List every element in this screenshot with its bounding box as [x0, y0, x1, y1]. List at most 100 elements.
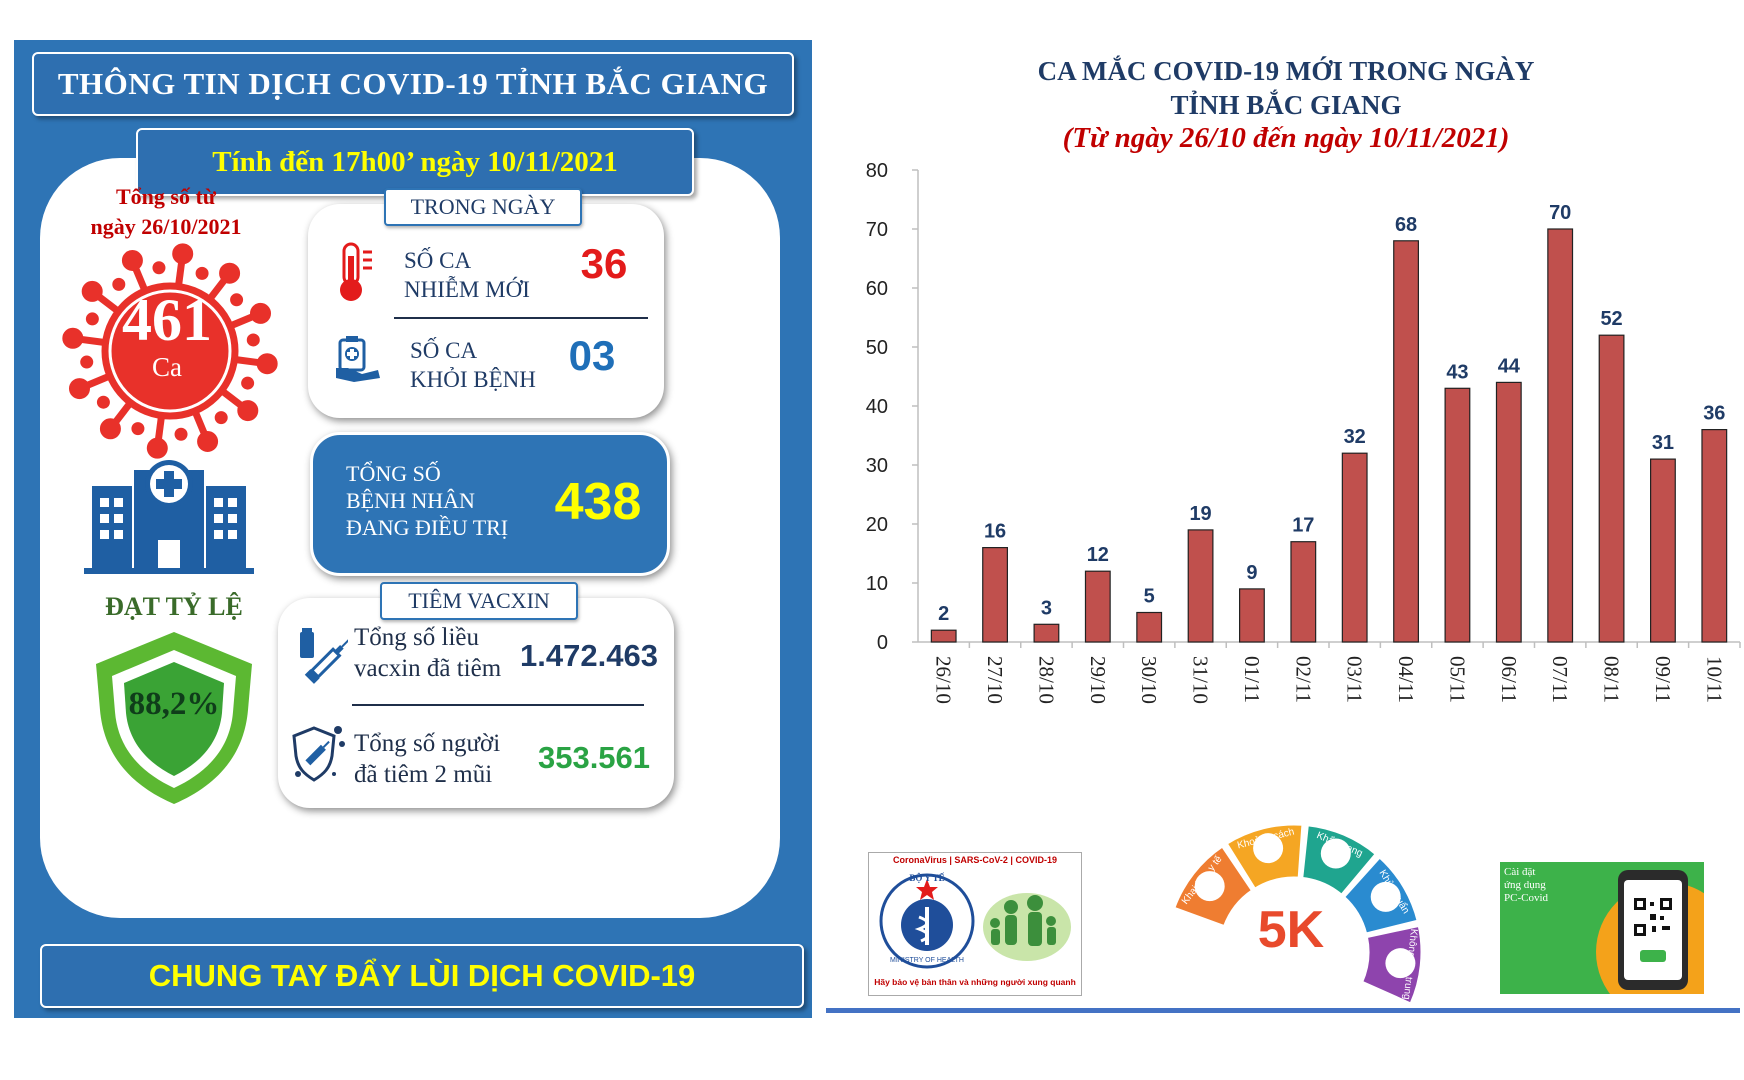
chart-title-line2: TỈNH BẮC GIANG — [1170, 90, 1402, 120]
total-cases-value: 461 — [122, 287, 212, 353]
people-label-line1: Tổng số người — [354, 730, 501, 757]
virus-dot — [80, 355, 94, 369]
data-label: 68 — [1395, 214, 1417, 236]
moh-poster: CoronaVirus | SARS-CoV-2 | COVID-19 BỘ Y… — [868, 852, 1082, 996]
data-label: 70 — [1549, 202, 1571, 224]
total-cases-unit: Ca — [152, 352, 182, 382]
today-card — [308, 204, 664, 418]
bar — [1701, 429, 1728, 643]
moh-caption: Hãy bảo vệ bản thân và những người xung … — [874, 977, 1076, 987]
pc-covid-line3: PC-Covid — [1504, 892, 1549, 904]
vaccine-shield-icon — [292, 726, 345, 782]
pc-covid-poster: Cài đặt ứng dụng PC-Covid — [1500, 862, 1704, 994]
panel-title: THÔNG TIN DỊCH COVID-19 TỈNH BẮC GIANG — [32, 52, 794, 116]
bar — [1084, 570, 1111, 643]
fivek-icon — [1253, 833, 1284, 864]
moh-header: CoronaVirus | SARS-CoV-2 | COVID-19 — [893, 855, 1057, 865]
x-tick-label: 07/11 — [1548, 656, 1572, 703]
data-label: 2 — [938, 603, 949, 625]
bar — [1033, 623, 1060, 643]
moh-logo-icon — [879, 873, 975, 969]
bar — [1341, 452, 1368, 643]
virus-spike-tip — [81, 280, 103, 302]
recovered-label-line2: KHỎI BỆNH — [410, 367, 536, 392]
virus-icon — [62, 243, 278, 459]
bar — [1136, 611, 1163, 643]
fivek-icon — [1370, 881, 1401, 912]
fivek-icon — [1320, 838, 1351, 869]
bar — [1393, 240, 1419, 643]
virus-spike-tip — [68, 378, 90, 400]
data-label: 31 — [1652, 432, 1674, 454]
phone-screen — [1624, 880, 1682, 980]
doses-label-line2: vacxin đã tiêm — [354, 655, 502, 682]
virus-spike-tip — [250, 302, 272, 324]
data-label: 19 — [1189, 503, 1211, 525]
doses-value: 1.472.463 — [520, 638, 658, 673]
data-label: 16 — [984, 521, 1006, 543]
virus-spike-tip — [256, 353, 278, 375]
x-tick-label: 08/11 — [1600, 656, 1624, 703]
rate-value: 88,2% — [128, 686, 220, 722]
y-tick-label: 10 — [866, 573, 888, 595]
bar — [1290, 541, 1317, 643]
data-label: 5 — [1144, 586, 1155, 608]
bottom-rule — [826, 1008, 1740, 1013]
pc-covid-line1: Cài đặt — [1504, 866, 1536, 878]
data-label: 36 — [1703, 403, 1725, 425]
data-label: 9 — [1246, 562, 1257, 584]
new-cases-label-line1: SỐ CA — [404, 248, 472, 273]
virus-dot — [96, 395, 110, 409]
recovered-label-line1: SỐ CA — [410, 338, 478, 363]
data-label: 3 — [1041, 597, 1052, 619]
vaccine-tag: TIÊM VACXIN — [380, 582, 578, 620]
virus-spike-tip — [237, 400, 259, 422]
treatment-label-line3: ĐANG ĐIỀU TRỊ — [346, 515, 509, 540]
treatment-label-line2: BỆNH NHÂN — [346, 488, 475, 513]
virus-spike-tip — [219, 262, 241, 284]
x-tick-label: 26/10 — [932, 656, 956, 704]
bar-chart: 0 10 20 30 40 50 60 70 80 2 16 3 12 5 19 9 17 32 68 43 44 70… — [866, 160, 1741, 704]
vaccine-card — [278, 598, 674, 808]
y-tick-label: 70 — [866, 219, 888, 241]
syringe-icon — [300, 628, 348, 684]
people-label: Tổng số người đã tiêm 2 mũi — [354, 728, 524, 790]
virus-dot — [174, 427, 188, 441]
x-tick-label: 06/11 — [1497, 656, 1521, 703]
y-tick-label: 30 — [866, 455, 888, 477]
qr-code-icon — [1634, 898, 1672, 936]
bar — [1547, 228, 1574, 643]
x-tick-label: 30/10 — [1137, 656, 1161, 704]
bar — [1495, 381, 1522, 643]
medical-kit-icon — [336, 336, 380, 382]
today-tag: TRONG NGÀY — [384, 188, 582, 226]
virus-dot — [241, 376, 255, 390]
treatment-value: 438 — [554, 473, 642, 531]
x-tick-label: 10/11 — [1702, 656, 1726, 703]
x-tick-label: 28/10 — [1034, 656, 1058, 704]
total-caption-line2: ngày 26/10/2021 — [90, 214, 242, 239]
virus-spike-tip — [172, 243, 194, 265]
x-tick-label: 09/11 — [1651, 656, 1675, 703]
shield-icon — [96, 632, 252, 804]
info-panel: THÔNG TIN DỊCH COVID-19 TỈNH BẮC GIANG T… — [14, 40, 812, 1018]
data-label: 12 — [1087, 544, 1109, 566]
x-tick-label: 03/11 — [1343, 656, 1367, 703]
virus-spike-tip — [62, 327, 84, 349]
footer-slogan: CHUNG TAY ĐẨY LÙI DỊCH COVID-19 — [40, 944, 804, 1008]
people-label-line2: đã tiêm 2 mũi — [354, 761, 493, 788]
x-tick-label: 31/10 — [1189, 656, 1213, 704]
virus-spike-tip — [99, 418, 121, 440]
virus-dot — [85, 312, 99, 326]
data-label: 17 — [1292, 515, 1314, 537]
y-tick-label: 50 — [866, 337, 888, 359]
treatment-card — [310, 432, 670, 576]
data-label: 32 — [1344, 426, 1366, 448]
rate-label: ĐẠT TỶ LỆ — [105, 592, 243, 621]
virus-spike-tip — [197, 431, 219, 453]
virus-dot — [195, 266, 209, 280]
divider — [394, 317, 648, 319]
x-tick-label: 29/10 — [1086, 656, 1110, 704]
y-tick-label: 60 — [866, 278, 888, 300]
fivek-label: 5K — [1257, 901, 1325, 959]
